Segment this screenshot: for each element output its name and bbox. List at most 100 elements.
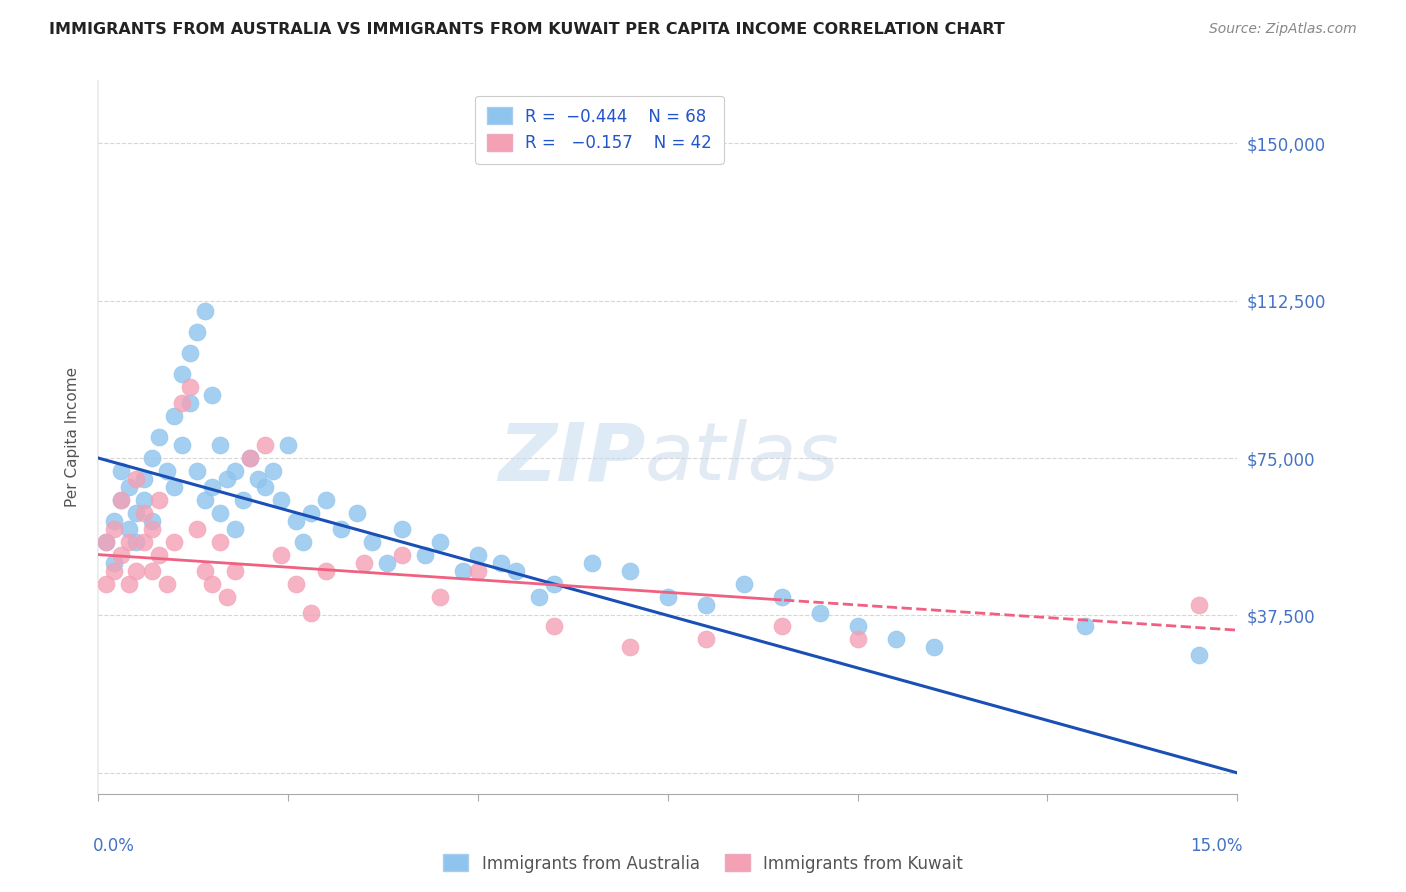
Point (1188, 598, 1211, 612)
Point (277, 438, 299, 452)
Point (201, 388, 224, 402)
Point (103, 523, 125, 537)
Point (505, 565, 527, 579)
Point (657, 590, 679, 604)
Text: ZIP: ZIP (498, 419, 645, 498)
Point (103, 514, 125, 528)
Point (118, 523, 141, 537)
Point (467, 565, 489, 579)
Point (118, 577, 141, 591)
Point (194, 565, 217, 579)
Point (527, 590, 550, 604)
Point (543, 577, 565, 591)
Point (429, 590, 451, 604)
Point (884, 632, 907, 646)
Point (94, 535, 117, 549)
Point (224, 523, 246, 537)
Point (360, 535, 382, 549)
Point (94, 577, 117, 591)
Point (170, 438, 193, 452)
Point (315, 493, 337, 508)
Point (391, 523, 413, 537)
Point (330, 523, 353, 537)
Point (254, 480, 277, 494)
Point (232, 493, 254, 508)
Point (208, 535, 231, 549)
Point (125, 506, 148, 520)
Point (186, 523, 208, 537)
Point (224, 565, 246, 579)
Point (284, 514, 307, 528)
Point (94, 535, 117, 549)
Point (315, 565, 337, 579)
Point (125, 565, 148, 579)
Point (254, 438, 277, 452)
Point (581, 556, 603, 570)
Point (619, 640, 641, 654)
Point (284, 577, 307, 591)
Point (141, 451, 163, 466)
Point (1074, 619, 1097, 633)
Point (201, 480, 224, 494)
Point (208, 438, 231, 452)
Text: IMMIGRANTS FROM AUSTRALIA VS IMMIGRANTS FROM KUWAIT PER CAPITA INCOME CORRELATIO: IMMIGRANTS FROM AUSTRALIA VS IMMIGRANTS … (49, 22, 1005, 37)
Point (239, 451, 262, 466)
Point (132, 493, 155, 508)
Point (132, 506, 155, 520)
Point (194, 304, 217, 318)
Text: 0.0%: 0.0% (93, 837, 135, 855)
Point (110, 464, 132, 478)
Point (208, 506, 231, 520)
Point (429, 535, 451, 549)
Point (110, 548, 132, 562)
Point (141, 514, 163, 528)
Point (543, 619, 565, 633)
Point (695, 632, 717, 646)
Point (770, 619, 793, 633)
Point (179, 396, 201, 410)
Text: atlas: atlas (645, 419, 839, 498)
Point (391, 548, 413, 562)
Point (179, 380, 201, 394)
Point (186, 464, 208, 478)
Point (270, 548, 292, 562)
Point (132, 535, 155, 549)
Point (163, 480, 186, 494)
Point (118, 480, 141, 494)
Point (299, 607, 322, 621)
Point (148, 430, 170, 444)
Point (141, 565, 163, 579)
Point (413, 548, 436, 562)
Point (299, 506, 322, 520)
Point (163, 535, 186, 549)
Point (292, 535, 315, 549)
Point (103, 565, 125, 579)
Y-axis label: Per Capita Income: Per Capita Income (65, 367, 80, 508)
Point (224, 464, 246, 478)
Point (194, 493, 217, 508)
Text: Source: ZipAtlas.com: Source: ZipAtlas.com (1209, 22, 1357, 37)
Point (132, 472, 155, 486)
Point (375, 556, 398, 570)
Point (922, 640, 945, 654)
Point (103, 556, 125, 570)
Point (246, 472, 269, 486)
Point (163, 409, 186, 423)
Point (186, 325, 208, 339)
Point (733, 577, 755, 591)
Point (217, 472, 239, 486)
Point (770, 590, 793, 604)
Legend: R =  −0.444    N = 68, R =   −0.157    N = 42: R = −0.444 N = 68, R = −0.157 N = 42 (475, 95, 724, 164)
Point (619, 565, 641, 579)
Point (695, 598, 717, 612)
Point (489, 556, 512, 570)
Point (148, 493, 170, 508)
Point (353, 556, 375, 570)
Point (125, 472, 148, 486)
Point (808, 607, 831, 621)
Point (110, 493, 132, 508)
Point (846, 632, 869, 646)
Point (217, 590, 239, 604)
Text: 15.0%: 15.0% (1191, 837, 1243, 855)
Point (346, 506, 368, 520)
